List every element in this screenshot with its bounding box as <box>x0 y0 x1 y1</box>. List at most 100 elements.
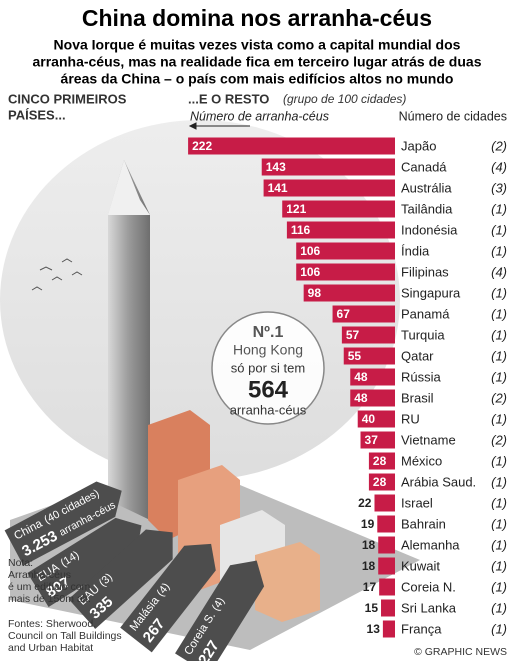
bar <box>282 200 395 218</box>
value-label: 222 <box>192 139 212 153</box>
left-heading: CINCO PRIMEIROS <box>8 91 127 106</box>
value-label: 28 <box>373 454 387 468</box>
right-heading-note: (grupo de 100 cidades) <box>283 92 406 106</box>
left-heading: PAÍSES... <box>8 107 66 122</box>
source-line: Council on Tall Buildings <box>8 630 122 642</box>
bar <box>296 263 395 281</box>
note-line: Arranha-céus <box>8 569 71 581</box>
arrow-shape <box>27 517 142 607</box>
cities-label: (1) <box>491 495 507 510</box>
bar <box>368 473 395 491</box>
bar <box>188 137 395 155</box>
category-label: Índia <box>401 243 430 258</box>
value-label: 17 <box>363 580 377 594</box>
right-heading: ...E O RESTO <box>188 91 269 106</box>
note-line: Nota: <box>8 557 33 569</box>
cities-axis-label: Número de cidades <box>399 109 507 123</box>
value-label: 48 <box>354 391 368 405</box>
cities-label: (1) <box>491 222 507 237</box>
cities-label: (2) <box>491 390 507 405</box>
value-label: 37 <box>365 433 379 447</box>
axis-arrow <box>188 122 250 130</box>
value-label: 57 <box>346 328 360 342</box>
bar <box>296 242 395 260</box>
cities-label: (1) <box>491 579 507 594</box>
cities-label: (1) <box>491 537 507 552</box>
cities-label: (1) <box>491 453 507 468</box>
cities-label: (1) <box>491 621 507 636</box>
category-label: Vietname <box>401 432 456 447</box>
value-label: 55 <box>348 349 362 363</box>
bar <box>368 452 395 470</box>
credit: © GRAPHIC NEWS <box>414 646 507 658</box>
bar <box>343 347 395 365</box>
subtitle-line: áreas da China – o país com mais edifíci… <box>61 71 454 87</box>
bar <box>261 158 395 176</box>
bar <box>263 179 395 197</box>
value-label: 106 <box>300 265 320 279</box>
category-label: RU <box>401 411 420 426</box>
callout: Nº.1 Hong Kong só por si tem 564 arranha… <box>211 311 325 425</box>
bar <box>378 536 395 554</box>
bar <box>377 515 395 533</box>
cities-label: (3) <box>491 180 507 195</box>
value-label: 15 <box>365 601 379 615</box>
category-label: Turquia <box>401 327 445 342</box>
category-label: Tailândia <box>401 201 453 216</box>
value-label: 121 <box>286 202 306 216</box>
cities-label: (2) <box>491 432 507 447</box>
top-five: China(40 cidades)3.253arranha-céusEUA(14… <box>4 481 265 661</box>
bar <box>350 389 395 407</box>
cities-label: (1) <box>491 201 507 216</box>
bar <box>378 557 395 575</box>
category-label: Arábia Saud. <box>401 474 476 489</box>
cities-label: (1) <box>491 516 507 531</box>
arrow-shape <box>4 481 122 566</box>
bar <box>357 410 395 428</box>
value-label: 18 <box>362 559 376 573</box>
value-label: 67 <box>337 307 351 321</box>
subtitle: Nova Iorque é muitas vezes vista como a … <box>33 37 482 87</box>
arrow-shape <box>175 560 265 661</box>
cities-label: (1) <box>491 474 507 489</box>
category-label: Israel <box>401 495 433 510</box>
value-label: 19 <box>361 517 375 531</box>
cities-label: (1) <box>491 327 507 342</box>
category-label: Austrália <box>401 180 452 195</box>
callout-rank: Nº.1 <box>253 324 284 341</box>
note-line: mais de 150m alt. <box>8 593 91 605</box>
value-label: 141 <box>268 181 288 195</box>
callout-city: Hong Kong <box>233 342 303 358</box>
category-label: Filipinas <box>401 264 449 279</box>
top-five-arrow: EUA(14)807 <box>27 517 142 607</box>
cities-label: (1) <box>491 348 507 363</box>
bar <box>286 221 395 239</box>
header-bg <box>0 0 515 92</box>
cities-label: (4) <box>491 264 507 279</box>
category-label: Singapura <box>401 285 461 300</box>
category-label: Rússia <box>401 369 442 384</box>
bar-chart: 222 Japão (2) 143 Canadá (4) 141 Austrália (3) 12… <box>188 137 507 638</box>
category-label: Alemanha <box>401 537 460 552</box>
cities-label: (2) <box>491 138 507 153</box>
source-line: and Urban Habitat <box>8 642 93 654</box>
value-label: 143 <box>266 160 286 174</box>
category-label: Japão <box>401 138 436 153</box>
bar <box>350 368 395 386</box>
value-label: 98 <box>308 286 322 300</box>
bar <box>379 578 395 596</box>
top-five-arrow: Malásia(4)267 <box>120 543 216 653</box>
value-label: 48 <box>354 370 368 384</box>
value-label: 13 <box>367 622 381 636</box>
category-label: Kuwait <box>401 558 440 573</box>
callout-value: 564 <box>248 376 289 403</box>
cities-label: (1) <box>491 243 507 258</box>
cities-label: (1) <box>491 600 507 615</box>
category-label: Bahrain <box>401 516 446 531</box>
bar <box>382 620 395 638</box>
note-line: é um edifício com <box>8 581 91 593</box>
category-label: França <box>401 621 442 636</box>
cities-label: (1) <box>491 369 507 384</box>
